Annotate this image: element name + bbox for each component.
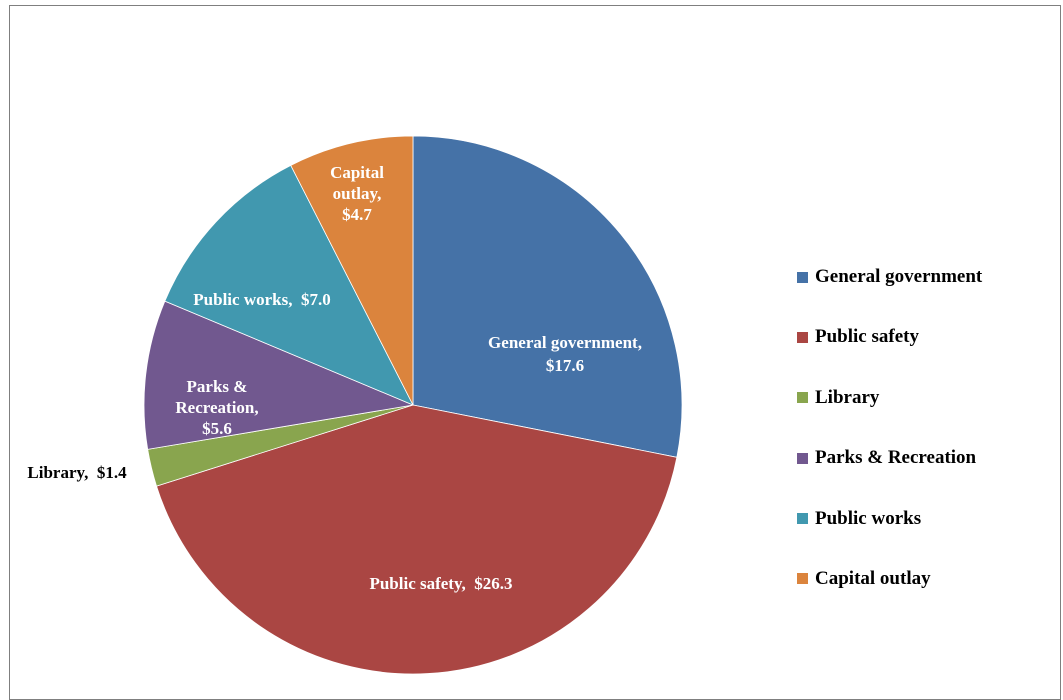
legend-item-capital-outlay: Capital outlay bbox=[797, 564, 1057, 594]
pie-slices bbox=[143, 135, 683, 675]
slice-label-line: $4.7 bbox=[342, 205, 372, 224]
legend-swatch-public-works bbox=[797, 513, 808, 525]
legend-item-parks-recreation: Parks & Recreation bbox=[797, 443, 1057, 473]
legend-label-public-safety: Public safety bbox=[815, 326, 919, 348]
legend-item-general-government: General government bbox=[797, 262, 1057, 292]
slice-label-parks-recreation: Parks & Recreation, $5.6 bbox=[175, 377, 258, 438]
pie-slice-labels: General government, $17.6 Public safety, $… bbox=[27, 163, 642, 593]
slice-label-line: Public works, $7.0 bbox=[193, 290, 330, 309]
legend-swatch-parks-recreation bbox=[797, 452, 808, 464]
slice-label-public-safety: Public safety, $26.3 bbox=[369, 574, 512, 593]
slice-label-line: Public safety, $26.3 bbox=[369, 574, 512, 593]
slice-label-public-works: Public works, $7.0 bbox=[193, 290, 330, 309]
slice-label-line: Parks & bbox=[187, 377, 248, 396]
slice-label-library: Library, $1.4 bbox=[27, 463, 127, 482]
pie-slice-general-government bbox=[412, 135, 683, 458]
legend-item-public-safety: Public safety bbox=[797, 322, 1057, 352]
legend-label-parks-recreation: Parks & Recreation bbox=[815, 447, 977, 469]
pie-slice-parks-recreation bbox=[143, 300, 415, 450]
slice-label-line: General government, bbox=[488, 333, 642, 352]
legend-label-library: Library bbox=[815, 386, 880, 408]
slice-label-line: $17.6 bbox=[546, 356, 584, 375]
slice-label-line: Library, $1.4 bbox=[27, 463, 127, 482]
legend: General government Public safety Library… bbox=[797, 262, 1057, 624]
legend-swatch-library bbox=[797, 392, 808, 404]
slice-label-line: Recreation, bbox=[175, 398, 258, 417]
slice-label-capital-outlay: Capital outlay, $4.7 bbox=[330, 163, 384, 224]
legend-swatch-capital-outlay bbox=[797, 573, 808, 585]
slice-label-line: outlay, bbox=[333, 184, 382, 203]
legend-label-general-government: General government bbox=[815, 266, 983, 287]
pie-slice-public-safety bbox=[156, 404, 678, 675]
slice-label-general-government: General government, $17.6 bbox=[488, 333, 642, 375]
pie-slice-public-works bbox=[164, 164, 414, 406]
legend-item-public-works: Public works bbox=[797, 504, 1057, 534]
legend-label-capital-outlay: Capital outlay bbox=[815, 567, 931, 589]
legend-item-library: Library bbox=[797, 383, 1057, 413]
slice-label-line: Capital bbox=[330, 163, 384, 182]
legend-swatch-public-safety bbox=[797, 331, 808, 343]
legend-label-public-works: Public works bbox=[815, 507, 922, 529]
pie-slice-capital-outlay bbox=[290, 135, 414, 406]
legend-swatch-general-government bbox=[797, 271, 808, 283]
slice-label-line: $5.6 bbox=[202, 419, 232, 438]
